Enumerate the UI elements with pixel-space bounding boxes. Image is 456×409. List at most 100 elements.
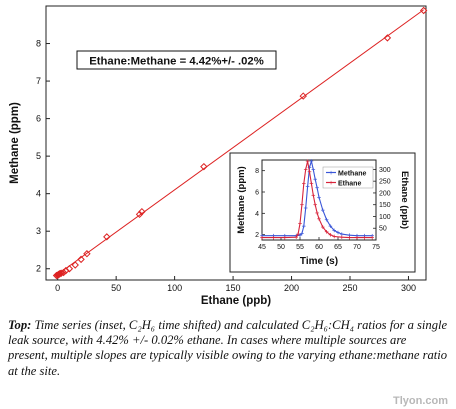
- data-point: [56, 269, 64, 278]
- inset-x-tick-label: 65: [334, 244, 342, 251]
- inset-y2-tick-label: 300: [379, 167, 391, 174]
- inset-point-ethane: [321, 225, 325, 229]
- main-y-tick-label: 4: [36, 189, 41, 199]
- data-point: [299, 92, 307, 100]
- inset-point-ethane: [283, 235, 287, 240]
- data-point: [77, 255, 85, 264]
- legend-ethane-label: Ethane: [338, 181, 361, 188]
- main-x-tick-label: 250: [342, 283, 357, 293]
- inset-point-ethane: [332, 234, 336, 239]
- data-point: [59, 268, 68, 277]
- inset-point-ethane: [303, 167, 308, 172]
- inset-x-tick-label: 75: [372, 244, 380, 251]
- inset-point-methane: [303, 206, 308, 210]
- inset-point-ethane: [311, 193, 316, 198]
- annotation-box: [76, 50, 277, 70]
- inset-point-methane: [340, 232, 344, 236]
- inset-y-tick-label: 4: [255, 211, 259, 218]
- inset-y2-ticks: 50 100 150 200 250 300: [373, 167, 391, 233]
- main-y-tick-label: 8: [36, 39, 41, 49]
- inset-x-axis-label: Time (s): [300, 256, 338, 267]
- inset-x-tick-label: 60: [315, 244, 323, 251]
- inset-point-ethane: [317, 217, 321, 221]
- data-point: [103, 233, 111, 241]
- main-data-points: [52, 6, 428, 280]
- data-point: [71, 261, 79, 269]
- inset-y-tick-label: 6: [255, 190, 259, 197]
- inset-point-methane: [332, 228, 336, 233]
- inset-y2-tick-label: 250: [379, 179, 391, 186]
- inset-x-tick-label: 50: [277, 244, 285, 251]
- inset-point-methane: [313, 177, 317, 181]
- inset-chart: 45 50 55 60 65 70 75 2 4 6 8 50 100 150 200 250 300 + …: [229, 152, 416, 273]
- inset-point-ethane: [370, 235, 374, 240]
- inset-point-methane: [309, 159, 314, 163]
- inset-x-tick-label: 70: [353, 244, 361, 251]
- legend-ethane-marker: +: [329, 180, 333, 187]
- inset-point-methane: [305, 184, 310, 189]
- data-point: [383, 34, 392, 42]
- inset-series: [260, 158, 374, 240]
- legend-methane-label: Methane: [338, 171, 367, 178]
- inset-y2-tick-label: 200: [379, 190, 391, 197]
- inset-point-methane: [302, 224, 306, 228]
- inset-point-methane: [328, 224, 333, 228]
- data-point: [138, 207, 146, 216]
- inset-point-methane: [336, 230, 340, 235]
- inset-point-ethane: [362, 235, 367, 240]
- inset-point-methane: [300, 231, 304, 236]
- inset-point-ethane: [340, 235, 344, 239]
- inset-point-methane: [317, 195, 321, 200]
- inset-point-ethane: [260, 235, 264, 240]
- main-x-tick-label: 100: [167, 283, 182, 293]
- inset-point-ethane: [355, 235, 359, 240]
- ratio-annotation: Ethane:Methane = 4.42%+/- .02%: [89, 56, 264, 68]
- inset-point-methane: [298, 233, 302, 237]
- caption-lead: Top:: [8, 318, 32, 332]
- data-point: [57, 269, 65, 277]
- inset-point-ethane: [315, 211, 319, 215]
- inset-legend: + Methane + Ethane: [322, 166, 374, 189]
- data-point: [200, 162, 208, 171]
- inset-point-methane: [315, 185, 319, 190]
- main-x-axis-label: Ethane (ppb): [201, 295, 271, 307]
- inset-point-methane: [321, 208, 325, 212]
- inset-y2-tick-label: 150: [379, 202, 391, 209]
- inset-y2-axis-label: Ethane (ppb): [399, 171, 410, 229]
- inset-point-ethane: [313, 202, 317, 207]
- inset-x-tick-label: 55: [296, 244, 304, 251]
- inset-y-axis-label: Methane (ppm): [236, 166, 247, 234]
- main-y-tick-label: 7: [36, 76, 41, 86]
- inset-point-ethane: [298, 221, 302, 226]
- inset-point-ethane: [307, 169, 312, 174]
- inset-point-ethane: [271, 235, 276, 240]
- main-x-tick-label: 50: [111, 283, 121, 293]
- inset-y2-tick-label: 100: [379, 214, 391, 221]
- inset-y-tick-label: 2: [255, 232, 259, 239]
- caption-text: Time series (inset, C₂H₆ time shifted) a…: [8, 318, 448, 378]
- watermark: Tlyon.com: [392, 395, 448, 407]
- main-y-tick-label: 2: [36, 264, 41, 274]
- main-y-ticks: 2 3 4 5 6 7 8: [36, 39, 50, 274]
- figure-caption: Top: Time series (inset, C₂H₆ time shift…: [8, 318, 448, 408]
- main-x-tick-label: 200: [284, 283, 299, 293]
- inset-y-tick-label: 8: [255, 168, 259, 175]
- inset-point-methane: [324, 217, 329, 222]
- inset-point-ethane: [294, 235, 298, 239]
- fit-line: [57, 9, 424, 275]
- inset-y-ticks: 2 4 6 8: [255, 168, 265, 239]
- data-point: [135, 210, 144, 219]
- inset-y2-tick-label: 50: [379, 226, 387, 233]
- main-y-tick-label: 6: [36, 114, 41, 124]
- inset-point-ethane: [302, 181, 306, 186]
- main-x-tick-label: 0: [55, 283, 60, 293]
- inset-point-ethane: [296, 232, 300, 236]
- main-fit-line: [57, 9, 424, 275]
- inset-point-ethane: [328, 233, 333, 237]
- main-x-tick-label: 300: [401, 283, 416, 293]
- data-point: [83, 250, 91, 258]
- inset-point-ethane: [347, 235, 352, 240]
- legend-methane-marker: +: [329, 170, 333, 177]
- inset-point-ethane: [300, 202, 304, 207]
